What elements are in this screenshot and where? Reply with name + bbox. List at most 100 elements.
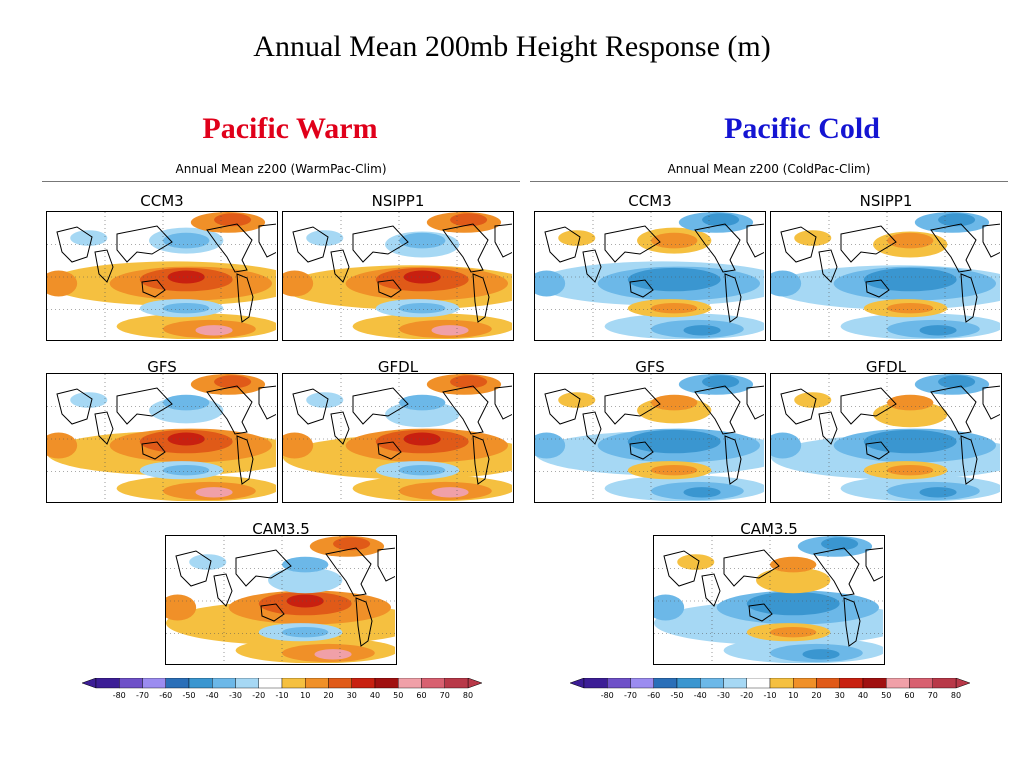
anomaly-contour: [651, 232, 698, 249]
anomaly-contour: [558, 230, 596, 246]
panel-subtitle: Annual Mean z200 (WarmPac-Clim): [175, 162, 387, 176]
colorbar-swatch: [909, 678, 933, 689]
anomaly-contour: [794, 392, 832, 408]
coastline: [355, 597, 373, 647]
map-field: [47, 374, 276, 501]
colorbar-tick-label: 20: [811, 691, 821, 700]
anomaly-contour: [70, 392, 108, 408]
colorbar-swatch: [281, 678, 306, 689]
coastline: [982, 223, 1000, 258]
divider: [530, 181, 1008, 182]
colorbar-tick-label: 40: [370, 691, 380, 700]
colorbar-swatch: [769, 678, 794, 689]
colorbar-swatch: [700, 678, 724, 689]
colorbar-tick-label: 20: [323, 691, 333, 700]
map-field: [47, 212, 276, 339]
colorbar-swatch: [235, 678, 259, 689]
anomaly-contour: [167, 432, 205, 446]
anomaly-contour: [558, 392, 596, 408]
coastline: [582, 411, 602, 445]
anomaly-contour: [283, 270, 314, 297]
coastline: [629, 441, 654, 460]
coastline: [544, 388, 581, 425]
coastline: [175, 550, 212, 587]
anomaly-contour: [268, 567, 343, 594]
colorbar-swatch: [212, 678, 236, 689]
coastline: [377, 547, 395, 582]
colorbar-swatch: [374, 678, 399, 689]
anomaly-contour: [887, 394, 934, 411]
coastline: [56, 226, 93, 263]
colorbar-tick-label: -60: [159, 691, 172, 700]
colorbar-tick-label: -50: [182, 691, 195, 700]
anomaly-contour: [399, 394, 446, 411]
colorbar-swatch: [305, 678, 329, 689]
anomaly-contour: [887, 303, 934, 314]
map-field: [166, 536, 395, 663]
colorbar-tick-label: 60: [904, 691, 914, 700]
map-field: [771, 212, 1000, 339]
coastline: [746, 385, 764, 420]
anomaly-contour: [163, 232, 210, 249]
colorbar-max-arrow: [955, 678, 970, 689]
anomaly-contour: [166, 594, 197, 621]
coastline: [663, 550, 700, 587]
colorbar-swatch: [886, 678, 910, 689]
coastline: [330, 411, 350, 445]
colorbar-swatch: [351, 678, 376, 689]
colorbar-tick-label: -20: [740, 691, 753, 700]
coastline: [982, 385, 1000, 420]
anomaly-contour: [163, 465, 210, 476]
anomaly-contour: [306, 230, 344, 246]
column-heading: Pacific Warm: [202, 112, 378, 145]
map-field: [535, 374, 764, 501]
map-cam3-5: [653, 535, 885, 665]
anomaly-contour: [651, 465, 698, 476]
model-label: GFDL: [377, 358, 419, 376]
model-label: NSIPP1: [859, 192, 913, 210]
anomaly-contour: [385, 401, 460, 428]
page-title: Annual Mean 200mb Height Response (m): [253, 30, 771, 63]
colorbar-swatch: [421, 678, 445, 689]
coastline: [494, 385, 512, 420]
model-label: GFS: [635, 358, 665, 376]
anomaly-contour: [283, 432, 314, 459]
coastline: [330, 249, 350, 283]
anomaly-contour: [286, 594, 324, 608]
coastline: [694, 385, 741, 435]
map-gfdl: [770, 373, 1002, 503]
anomaly-contour: [683, 325, 721, 336]
colorbar-tick-label: 10: [788, 691, 798, 700]
anomaly-contour: [677, 554, 715, 570]
map-field: [283, 212, 512, 339]
colorbar-swatch: [816, 678, 840, 689]
coastline: [865, 279, 890, 298]
colorbar-swatch: [444, 678, 469, 689]
anomaly-contour: [306, 392, 344, 408]
coastline: [235, 549, 292, 587]
coastline: [258, 385, 276, 420]
anomaly-contour: [887, 232, 934, 249]
colorbar-max-arrow: [467, 678, 482, 689]
coastline: [141, 279, 166, 298]
colorbar-swatch: [630, 678, 654, 689]
coastline: [292, 388, 329, 425]
colorbar-swatch: [839, 678, 864, 689]
coastline: [236, 435, 254, 485]
colorbar-tick-label: 30: [347, 691, 357, 700]
coastline: [724, 435, 742, 485]
colorbar-tick-label: 50: [393, 691, 403, 700]
anomaly-contour: [919, 487, 957, 498]
anomaly-contour: [821, 537, 859, 551]
anomaly-contour: [450, 213, 488, 227]
coastline: [865, 441, 890, 460]
coastline: [840, 225, 897, 263]
colorbar-swatch: [119, 678, 143, 689]
colorbar-swatch: [142, 678, 166, 689]
colorbar-tick-label: -30: [717, 691, 730, 700]
coastline: [582, 249, 602, 283]
colorbar-tick-label: 60: [416, 691, 426, 700]
anomaly-contour: [887, 465, 934, 476]
anomaly-contour: [167, 270, 205, 284]
coastline: [818, 411, 838, 445]
